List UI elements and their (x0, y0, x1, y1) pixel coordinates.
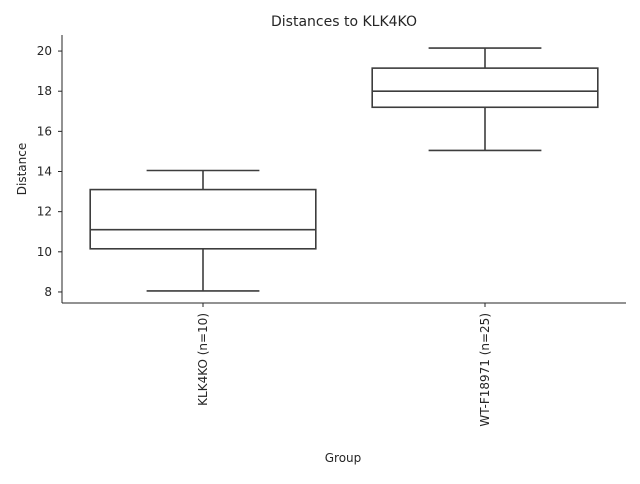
y-tick-label: 12 (37, 205, 52, 219)
y-tick-label: 8 (44, 285, 52, 299)
y-tick-label: 20 (37, 44, 52, 58)
y-axis-label: Distance (15, 143, 29, 195)
x-tick-group: KLK4KO (n=10) WT-F18971 (n=25) (196, 303, 492, 427)
y-tick-label: 16 (37, 124, 52, 138)
y-tick-label: 10 (37, 245, 52, 259)
y-tick-group: 8 10 12 14 16 18 20 (37, 44, 62, 299)
iqr-box (371, 67, 599, 109)
y-tick-label: 18 (37, 84, 52, 98)
x-tick-label: KLK4KO (n=10) (196, 313, 210, 406)
box-group (89, 47, 599, 292)
box-1 (89, 169, 317, 292)
x-tick-label: WT-F18971 (n=25) (478, 313, 492, 427)
box-2 (371, 47, 599, 152)
y-tick-label: 14 (37, 165, 52, 179)
iqr-box (89, 188, 317, 250)
chart-title: Distances to KLK4KO (271, 14, 417, 30)
x-axis-label: Group (325, 451, 362, 465)
